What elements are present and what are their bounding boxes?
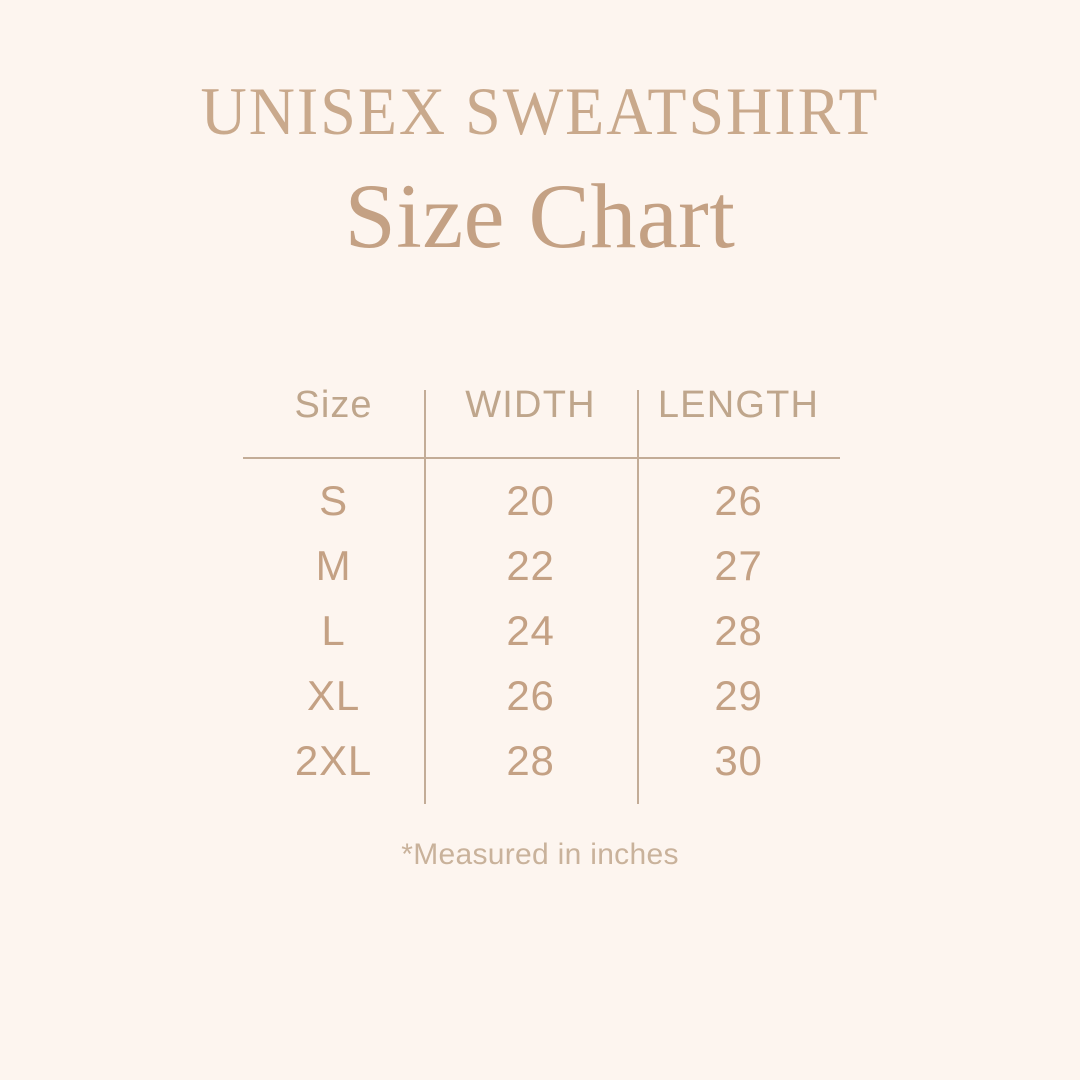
cell-length: 26	[714, 476, 763, 524]
cell-length: 29	[714, 671, 763, 719]
page-title: Size Chart	[344, 165, 736, 267]
cell-width: 20	[506, 476, 555, 524]
column-header-length: LENGTH	[657, 384, 820, 426]
cell-length: 27	[714, 541, 763, 589]
column-header-width: WIDTH	[465, 384, 596, 426]
cell-length: 28	[714, 606, 763, 654]
cell-width: 28	[506, 736, 555, 784]
header-divider-rule	[243, 457, 840, 459]
cell-width: 26	[506, 671, 555, 719]
table-row: 2XL 28 30	[243, 728, 840, 793]
column-header-size: Size	[294, 384, 373, 426]
size-table: Size WIDTH LENGTH S 20 26 M 22 27 L 24 2…	[243, 386, 840, 804]
cell-size: 2XL	[294, 736, 373, 784]
table-header-row: Size WIDTH LENGTH	[243, 386, 840, 450]
product-type-heading: UNISEX SWEATSHIRT	[200, 73, 880, 150]
cell-width: 24	[506, 606, 555, 654]
cell-width: 22	[506, 541, 555, 589]
cell-size: S	[319, 476, 348, 524]
cell-size: M	[315, 541, 352, 589]
table-row: M 22 27	[243, 533, 840, 598]
cell-length: 30	[714, 736, 763, 784]
column-divider-width-length	[637, 390, 639, 804]
table-body: S 20 26 M 22 27 L 24 28 XL 26 29 2XL	[243, 468, 840, 793]
cell-size: XL	[307, 671, 360, 719]
table-row: L 24 28	[243, 598, 840, 663]
cell-size: L	[321, 606, 346, 654]
measurement-note: *Measured in inches	[401, 838, 679, 871]
table-row: XL 26 29	[243, 663, 840, 728]
table-row: S 20 26	[243, 468, 840, 533]
column-divider-size-width	[424, 390, 426, 804]
